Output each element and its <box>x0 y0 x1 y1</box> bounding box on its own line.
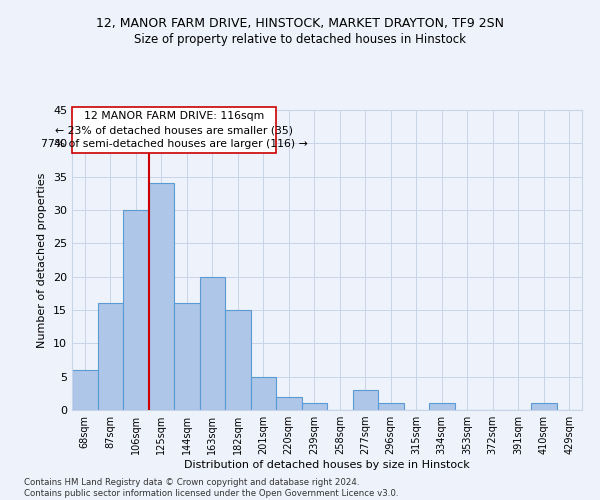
Bar <box>199 276 225 410</box>
Bar <box>97 304 123 410</box>
Bar <box>378 404 404 410</box>
Bar <box>225 310 251 410</box>
X-axis label: Distribution of detached houses by size in Hinstock: Distribution of detached houses by size … <box>184 460 470 470</box>
Bar <box>276 396 302 410</box>
Bar <box>251 376 276 410</box>
Bar <box>353 390 378 410</box>
Bar <box>72 106 276 154</box>
Bar <box>174 304 199 410</box>
Text: 12 MANOR FARM DRIVE: 116sqm: 12 MANOR FARM DRIVE: 116sqm <box>84 110 264 120</box>
Text: ← 23% of detached houses are smaller (35): ← 23% of detached houses are smaller (35… <box>55 126 293 136</box>
Bar <box>302 404 327 410</box>
Text: Size of property relative to detached houses in Hinstock: Size of property relative to detached ho… <box>134 32 466 46</box>
Bar <box>123 210 149 410</box>
Bar <box>429 404 455 410</box>
Text: Contains HM Land Registry data © Crown copyright and database right 2024.
Contai: Contains HM Land Registry data © Crown c… <box>24 478 398 498</box>
Text: 12, MANOR FARM DRIVE, HINSTOCK, MARKET DRAYTON, TF9 2SN: 12, MANOR FARM DRIVE, HINSTOCK, MARKET D… <box>96 18 504 30</box>
Bar <box>72 370 97 410</box>
Y-axis label: Number of detached properties: Number of detached properties <box>37 172 47 348</box>
Bar <box>149 184 174 410</box>
Bar <box>531 404 557 410</box>
Text: 77% of semi-detached houses are larger (116) →: 77% of semi-detached houses are larger (… <box>41 140 307 149</box>
